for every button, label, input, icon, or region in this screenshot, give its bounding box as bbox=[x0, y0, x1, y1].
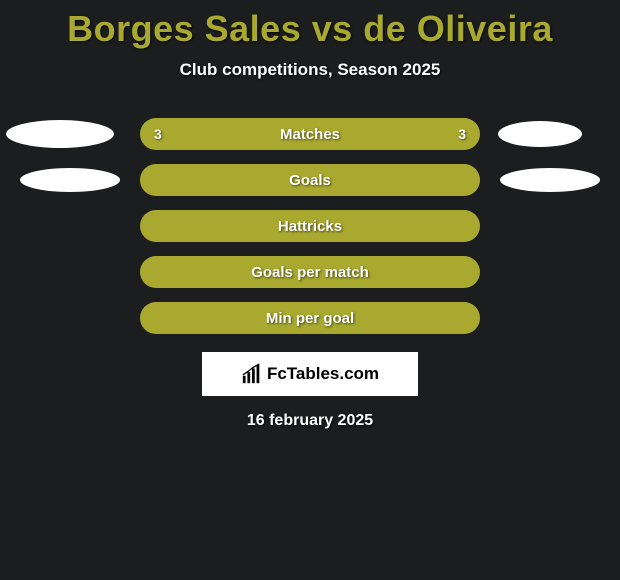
stat-bar: Hattricks bbox=[140, 210, 480, 242]
left-ellipse bbox=[20, 168, 120, 192]
right-ellipse bbox=[500, 168, 600, 192]
stat-label: Goals per match bbox=[140, 264, 480, 281]
stat-label: Min per goal bbox=[140, 310, 480, 327]
stat-row: Matches3 3 bbox=[0, 118, 620, 150]
stat-bar: Min per goal bbox=[140, 302, 480, 334]
stat-label: Goals bbox=[140, 172, 480, 189]
brand-box: FcTables.com bbox=[202, 352, 418, 396]
stat-row: Hattricks bbox=[0, 210, 620, 242]
stat-row: Goals per match bbox=[0, 256, 620, 288]
stat-label: Hattricks bbox=[140, 218, 480, 235]
stat-bar: Matches3 3 bbox=[140, 118, 480, 150]
stat-rows: Matches3 3 Goals Hattricks Goals per match Mi… bbox=[0, 118, 620, 334]
right-ellipse bbox=[498, 121, 582, 147]
stat-row: Min per goal bbox=[0, 302, 620, 334]
brand-text: FcTables.com bbox=[267, 364, 379, 384]
chart-container: Borges Sales vs de Oliveira Club competi… bbox=[0, 0, 620, 580]
left-ellipse bbox=[6, 120, 114, 148]
stat-value-left: 3 bbox=[154, 126, 162, 142]
footer-date: 16 february 2025 bbox=[247, 412, 373, 430]
stat-bar: Goals bbox=[140, 164, 480, 196]
stat-value-right: 3 bbox=[458, 126, 466, 142]
brand-chart-icon bbox=[241, 363, 263, 385]
stat-row: Goals bbox=[0, 164, 620, 196]
stat-label: Matches bbox=[140, 126, 480, 143]
stat-bar: Goals per match bbox=[140, 256, 480, 288]
page-subtitle: Club competitions, Season 2025 bbox=[180, 60, 441, 80]
page-title: Borges Sales vs de Oliveira bbox=[67, 8, 553, 50]
